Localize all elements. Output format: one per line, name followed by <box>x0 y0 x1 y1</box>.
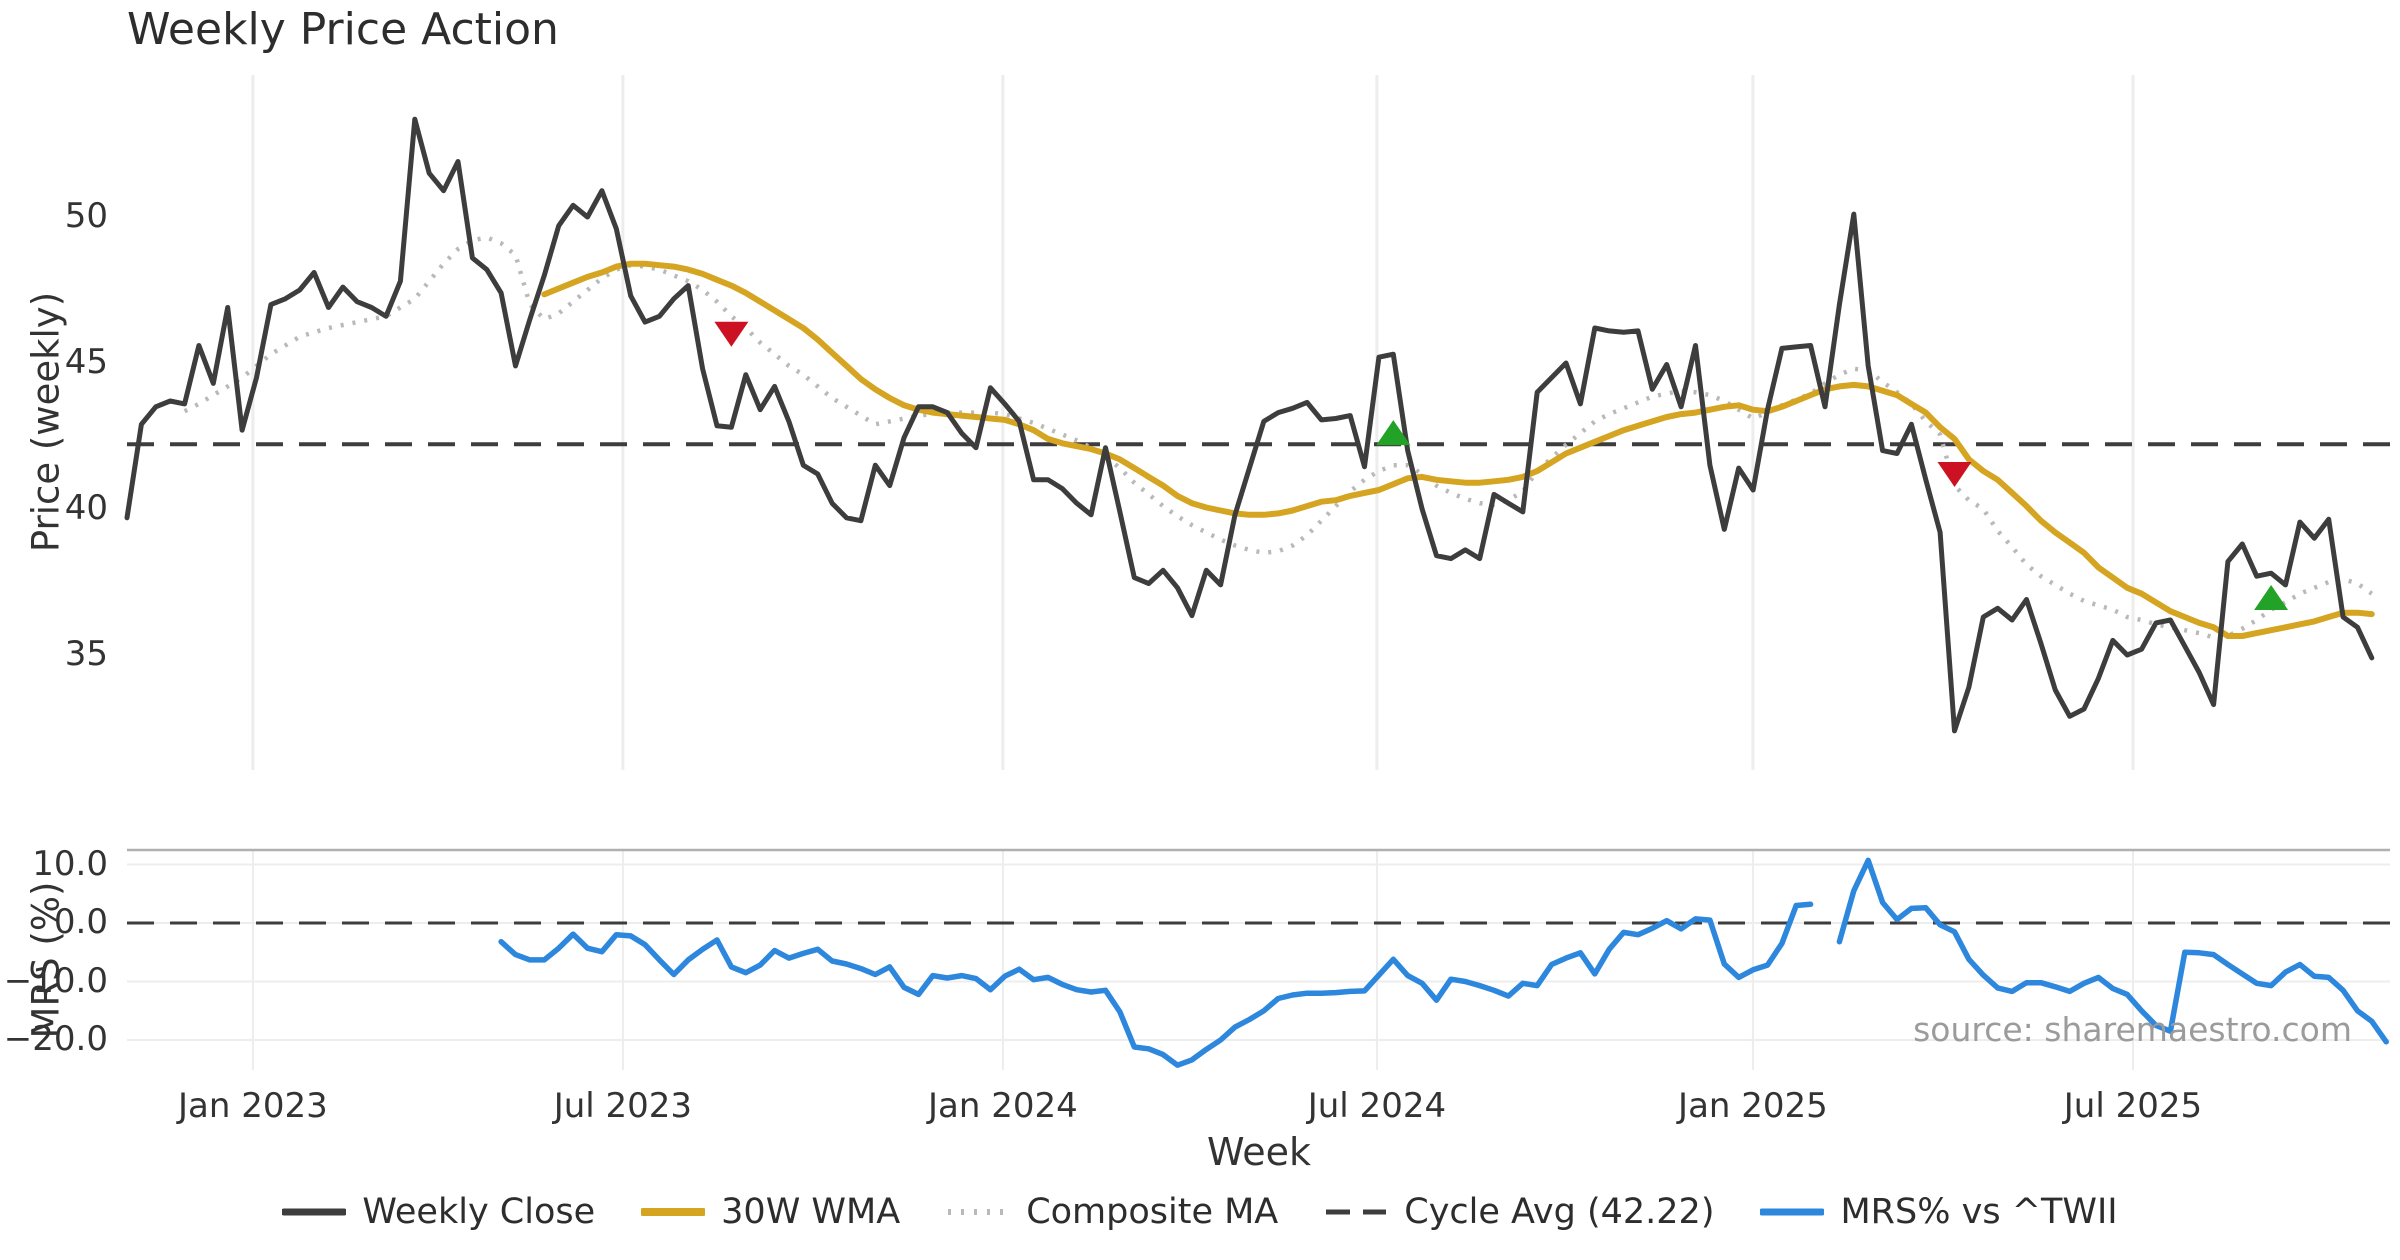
price-ytick-45: 45 <box>64 342 108 382</box>
xtick-Jan-2023: Jan 2023 <box>178 1086 328 1126</box>
legend-swatch-cycle_dash-icon <box>1326 1209 1387 1215</box>
composite-ma-line <box>183 235 2374 640</box>
xtick-Jul-2024: Jul 2024 <box>1307 1086 1447 1126</box>
legend-label-wma: 30W WMA <box>721 1192 901 1232</box>
xtick-Jul-2023: Jul 2023 <box>553 1086 693 1126</box>
mrs-ytick-10.0: 10.0 <box>32 843 108 884</box>
legend-item-cycle_dash: Cycle Avg (42.22) <box>1324 1192 1714 1232</box>
legend-item-mrs: MRS% vs ^TWII <box>1760 1192 2118 1232</box>
legend-item-composite: Composite MA <box>946 1192 1278 1232</box>
legend-item-wma: 30W WMA <box>641 1192 900 1232</box>
xtick-Jul-2025: Jul 2025 <box>2063 1086 2203 1126</box>
buy-signal-marker-1 <box>1376 420 1411 446</box>
price-ytick-40: 40 <box>64 488 108 528</box>
sell-signal-marker-2 <box>1937 461 1972 487</box>
legend-swatch-composite-icon <box>948 1209 1009 1215</box>
mrs-line <box>498 857 2389 1068</box>
legend: Weekly Close 30W WMA Composite MA Cycle Avg… <box>0 1192 2400 1232</box>
buy-signal-marker-2 <box>2254 585 2289 611</box>
x-axis-label: Week <box>1206 1130 1312 1174</box>
source-watermark: source: sharemaestro.com <box>1913 1010 2352 1049</box>
xtick-Jan-2025: Jan 2025 <box>1678 1086 1828 1126</box>
chart-title: Weekly Price Action <box>127 4 559 55</box>
legend-item-close: Weekly Close <box>282 1192 595 1232</box>
mrs-ytick-−10.0: −10.0 <box>3 960 108 1001</box>
legend-swatch-close-icon <box>282 1208 347 1216</box>
legend-swatch-wma-icon <box>641 1208 706 1216</box>
mrs-ytick-−20.0: −20.0 <box>3 1019 108 1059</box>
legend-label-close: Weekly Close <box>362 1192 596 1232</box>
price-ytick-35: 35 <box>64 634 108 674</box>
wma-30w-line <box>541 260 2375 639</box>
legend-label-mrs: MRS% vs ^TWII <box>1840 1192 2118 1232</box>
legend-label-cycle_dash: Cycle Avg (42.22) <box>1404 1192 1715 1232</box>
legend-swatch-mrs-icon <box>1760 1208 1825 1216</box>
price-ytick-50: 50 <box>64 196 108 236</box>
sell-signal-marker-1 <box>714 321 749 347</box>
legend-label-composite: Composite MA <box>1026 1192 1279 1232</box>
xtick-Jan-2024: Jan 2024 <box>928 1086 1078 1126</box>
weekly-close-line <box>124 116 2375 734</box>
mrs-ytick-0.0: 0.0 <box>53 902 108 942</box>
